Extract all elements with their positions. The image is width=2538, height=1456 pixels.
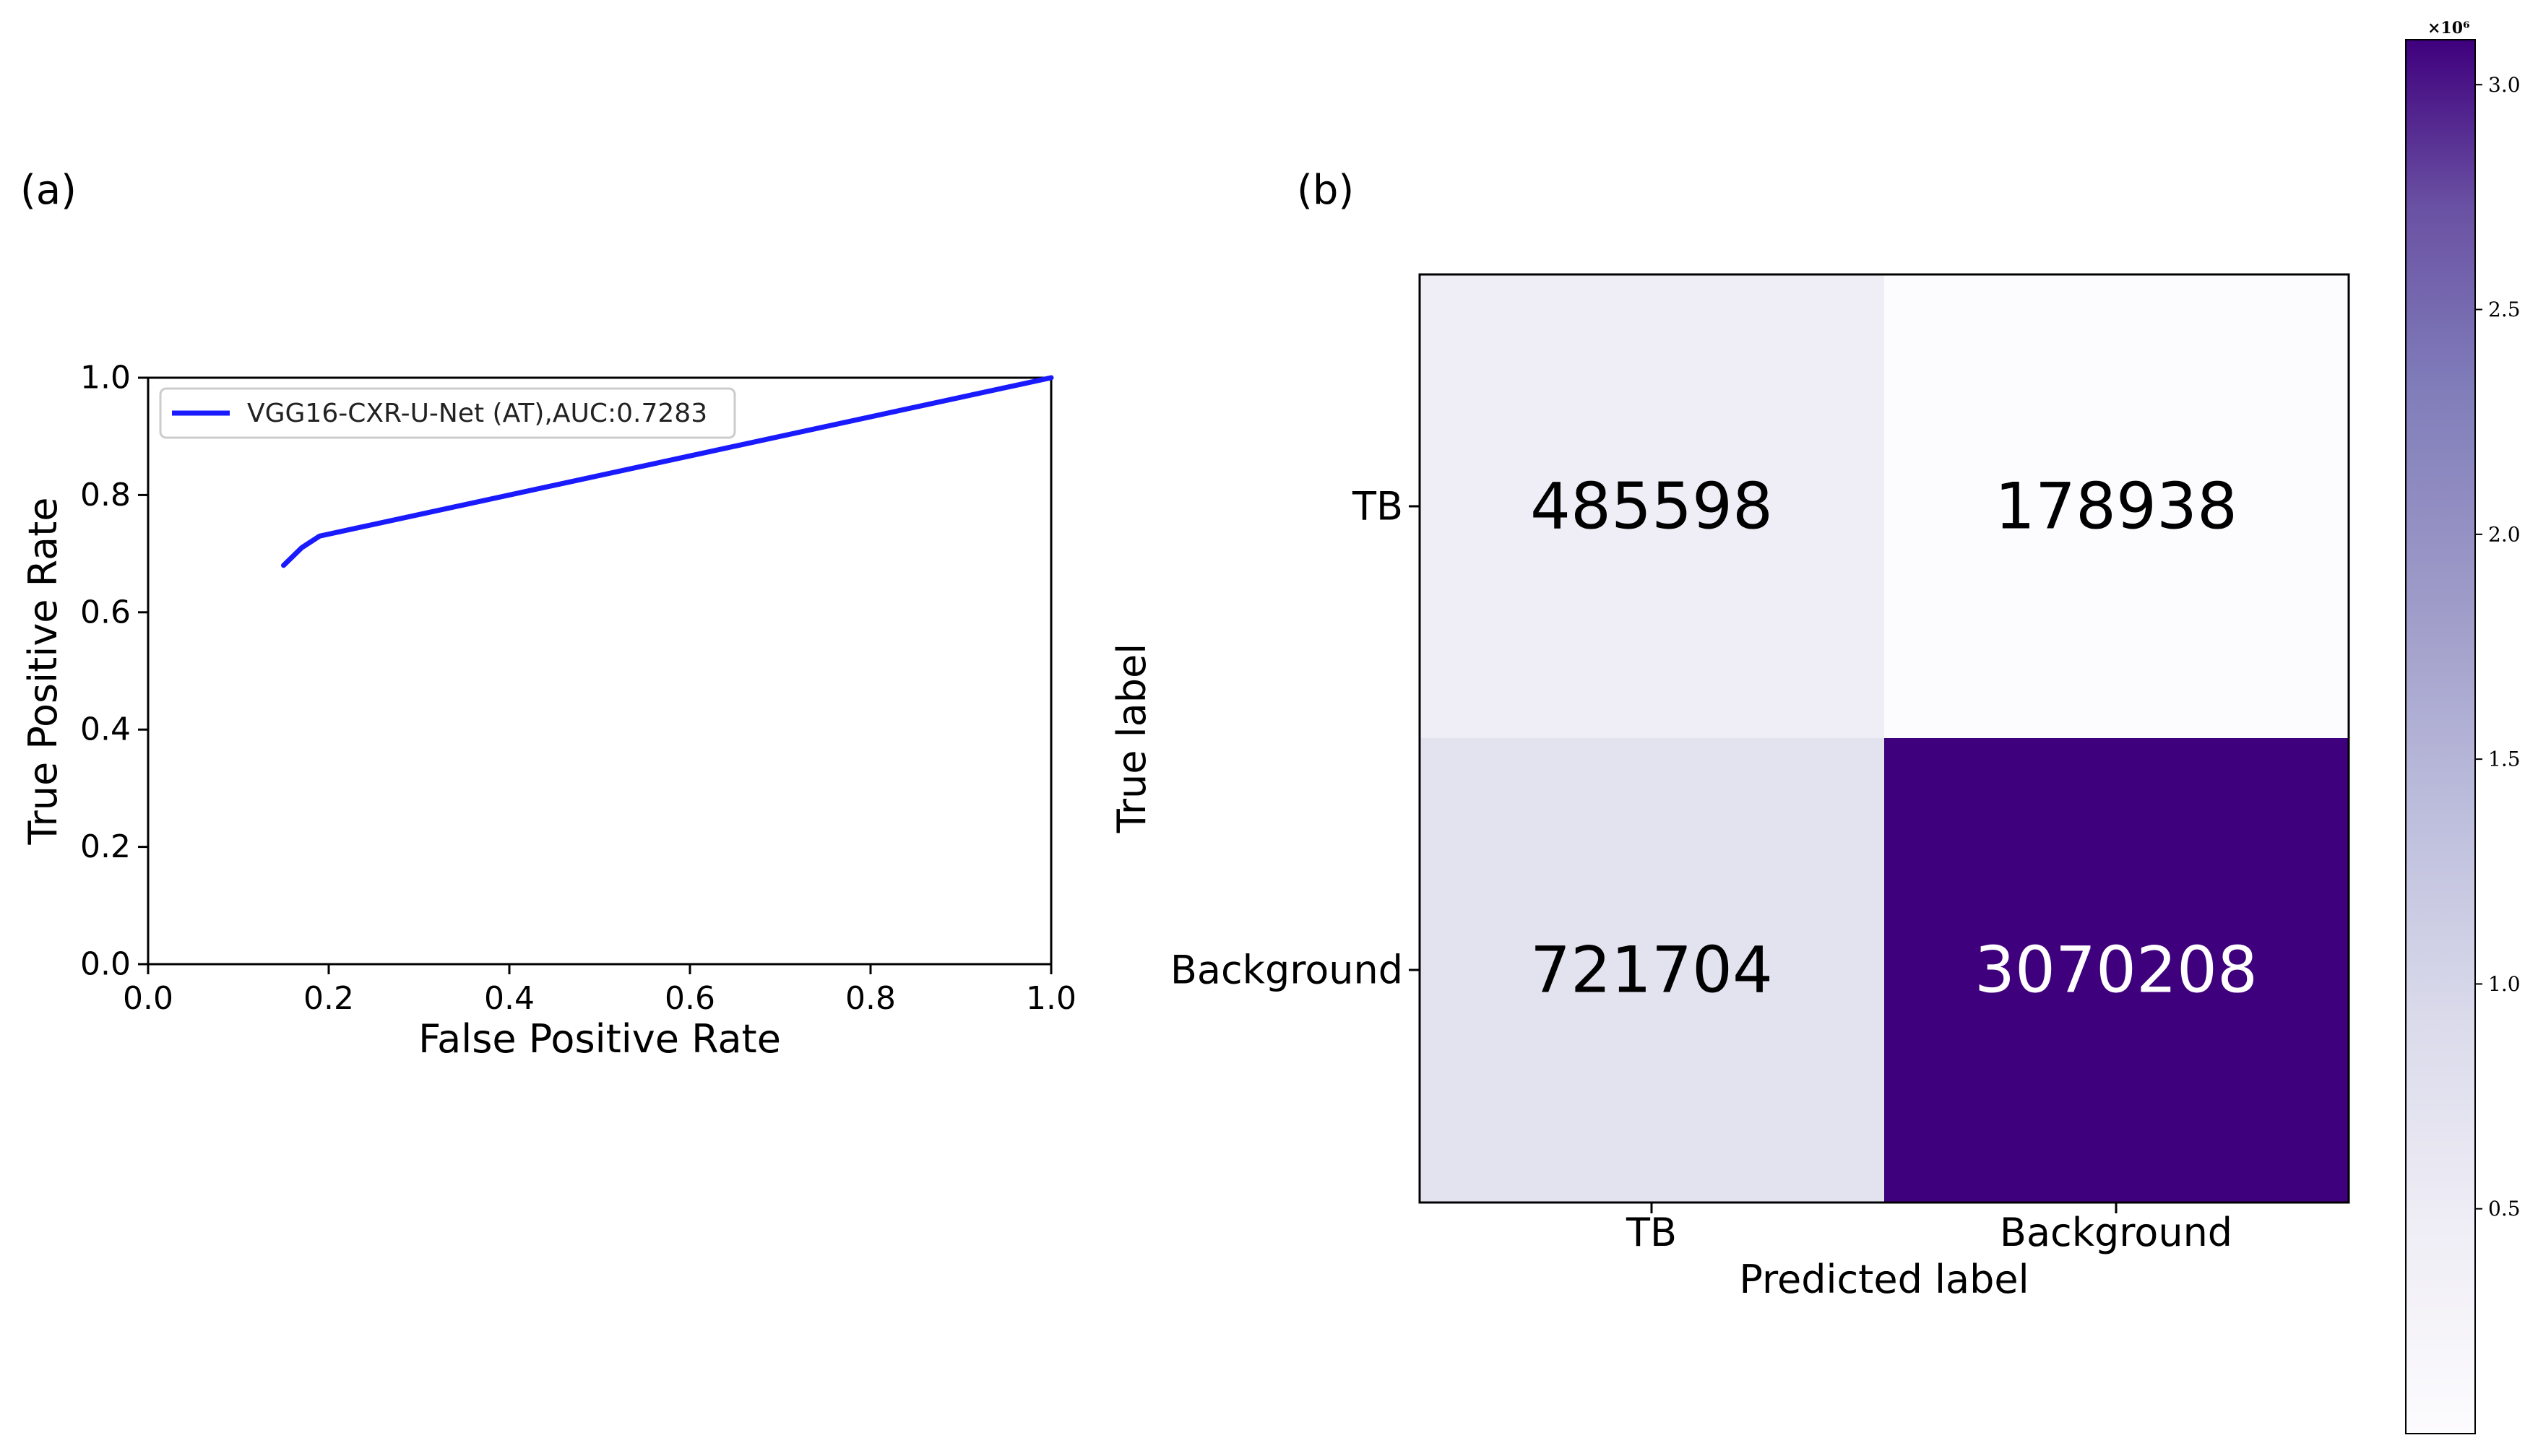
- roc-y-ticks: 0.0 0.2 0.4 0.6 0.8 1.0: [80, 360, 148, 983]
- roc-x-tick-label: 0.8: [845, 980, 896, 1017]
- roc-axes-frame: [147, 376, 1053, 966]
- roc-x-tick-label: 0.6: [665, 980, 715, 1017]
- cm-cell-background-tb: [1420, 738, 1884, 1202]
- roc-x-tick-label: 0.4: [484, 980, 535, 1017]
- roc-y-axis-label: True Positive Rate: [20, 497, 66, 845]
- roc-x-tick-label: 0.0: [123, 980, 173, 1017]
- cm-value-background-background: 3070208: [1974, 933, 2258, 1008]
- roc-legend: VGG16-CXR-U-Net (AT),AUC:0.7283: [159, 387, 736, 439]
- roc-y-tick-label: 0.8: [80, 477, 131, 514]
- roc-panel: (a) 0.0 0.2 0.4 0.6 0.8 1.0 0.0 0.2 0.4 0.6 0.8 1.…: [20, 167, 1076, 1062]
- cm-value-background-tb: 721704: [1530, 933, 1773, 1008]
- roc-y-tick-label: 0.6: [80, 594, 131, 630]
- cm-x-tick-label-tb: TB: [1626, 1210, 1677, 1255]
- roc-x-tick-label: 0.2: [303, 980, 354, 1017]
- colorbar: 0.5 1.0 1.5 2.0 2.5 3.0 ×10⁶: [2405, 19, 2521, 1434]
- cm-x-ticks: TB Background: [1626, 1202, 2232, 1255]
- cm-cell-tb-tb: [1420, 274, 1884, 738]
- roc-y-tick-label: 0.2: [80, 828, 131, 865]
- colorbar-tick-label: 0.5: [2488, 1197, 2521, 1221]
- cm-y-tick-label-background: Background: [1170, 948, 1403, 993]
- cm-frame: [1418, 273, 2350, 1204]
- roc-x-ticks: 0.0 0.2 0.4 0.6 0.8 1.0: [123, 964, 1076, 1017]
- colorbar-tick-label: 3.0: [2488, 73, 2521, 97]
- cm-x-axis-label: Predicted label: [1739, 1257, 2029, 1302]
- roc-plot-area: 0.0 0.2 0.4 0.6 0.8 1.0 0.0 0.2 0.4 0.6 0.8 1.0: [80, 360, 1076, 1018]
- roc-x-tick-label: 1.0: [1026, 980, 1076, 1017]
- cm-y-axis-label: True label: [1109, 644, 1154, 833]
- panel-label-a: (a): [20, 167, 77, 214]
- cm-y-ticks: TB Background: [1170, 484, 1420, 993]
- cm-value-tb-background: 178938: [1995, 469, 2237, 544]
- confusion-matrix-panel: (b) 485598 178938 721704 3070208 TB Back…: [1109, 167, 2350, 1302]
- colorbar-tick-label: 2.5: [2488, 298, 2521, 321]
- colorbar-multiplier: ×10⁶: [2427, 19, 2470, 38]
- roc-legend-box: [159, 387, 736, 439]
- colorbar-gradient: [2405, 39, 2476, 1434]
- cm-x-tick-label-background: Background: [2000, 1210, 2232, 1255]
- panel-label-b: (b): [1297, 167, 1354, 214]
- confusion-matrix-grid: 485598 178938 721704 3070208: [1418, 273, 2350, 1204]
- colorbar-tick-label: 1.0: [2488, 972, 2521, 996]
- cm-value-tb-tb: 485598: [1530, 469, 1773, 544]
- cm-y-tick-label-tb: TB: [1352, 484, 1403, 529]
- roc-y-tick-label: 1.0: [80, 360, 131, 396]
- roc-x-axis-label: False Positive Rate: [418, 1016, 781, 1062]
- roc-curve-line: [281, 375, 1054, 568]
- roc-legend-label: VGG16-CXR-U-Net (AT),AUC:0.7283: [247, 399, 707, 428]
- cm-cell-tb-background: [1884, 274, 2349, 738]
- cm-cell-background-background: [1884, 738, 2349, 1202]
- roc-y-tick-label: 0.0: [80, 946, 131, 983]
- colorbar-tick-label: 1.5: [2488, 748, 2521, 771]
- colorbar-tick-label: 2.0: [2488, 522, 2521, 546]
- colorbar-ticks: 0.5 1.0 1.5 2.0 2.5 3.0: [2475, 73, 2521, 1221]
- roc-y-tick-label: 0.4: [80, 711, 131, 748]
